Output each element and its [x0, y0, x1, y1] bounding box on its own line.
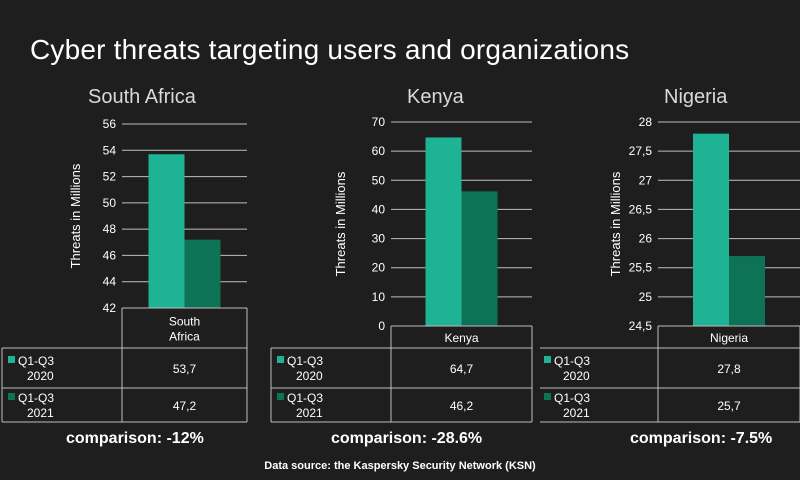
chart-svg-south-africa: 42 44 46 48 50 52 54 56 Threats in Millions South…: [1, 117, 248, 423]
y-axis-label: Threats in Millions: [333, 171, 348, 276]
legend-label: 2021: [27, 406, 54, 420]
legend-label: 2020: [563, 369, 590, 383]
data-label: 47,2: [173, 399, 197, 413]
y-tick-label: 42: [103, 301, 117, 315]
bar-q1-q3-2021: [461, 191, 498, 326]
y-tick-label: 28: [639, 115, 653, 129]
y-tick-label: 20: [372, 261, 386, 275]
legend-label: 2021: [296, 406, 323, 420]
category-label: Africa: [169, 330, 200, 344]
chart-svg-kenya: 0 10 20 30 40 50 60 70 Threats in Millions Kenya Q…: [270, 115, 533, 423]
legend-swatch: [544, 393, 551, 400]
y-tick-label: 60: [372, 144, 386, 158]
comparison-label: comparison: -28.6%: [331, 430, 483, 447]
bar-q1-q3-2021: [184, 239, 221, 308]
category-label: Kenya: [444, 331, 478, 345]
data-label: 64,7: [450, 362, 474, 376]
y-tick-label: 54: [103, 143, 117, 157]
legend-label: Q1-Q3: [18, 391, 54, 405]
y-tick-label: 26: [639, 232, 653, 246]
y-tick-label: 25: [639, 290, 653, 304]
chart-title: Kenya: [407, 86, 464, 108]
bar-q1-q3-2020: [425, 137, 462, 326]
legend-label: Q1-Q3: [287, 354, 323, 368]
category-label: South: [169, 315, 200, 329]
legend-label: Q1-Q3: [554, 391, 590, 405]
page-title: Cyber threats targeting users and organi…: [30, 34, 630, 65]
comparison-label: comparison: -12%: [66, 430, 204, 447]
data-label: 46,2: [450, 399, 474, 413]
bar-q1-q3-2021: [729, 256, 765, 326]
y-tick-label: 48: [103, 222, 117, 236]
bar-q1-q3-2020: [693, 133, 729, 326]
y-tick-label: 70: [372, 115, 386, 129]
legend-label: 2020: [296, 369, 323, 383]
y-tick-label: 25,5: [629, 261, 653, 275]
legend-label: Q1-Q3: [287, 391, 323, 405]
y-tick-label: 10: [372, 290, 386, 304]
legend-label: 2020: [27, 369, 54, 383]
y-tick-label: 24,5: [629, 319, 653, 333]
data-label: 25,7: [717, 399, 741, 413]
chart-title: South Africa: [88, 86, 196, 108]
legend-label: Q1-Q3: [554, 354, 590, 368]
y-tick-label: 50: [103, 196, 117, 210]
comparison-label: comparison: -7.5%: [630, 430, 773, 447]
legend-swatch: [8, 356, 15, 363]
y-axis-label: Threats in Millions: [68, 163, 83, 268]
chart-panel-south-africa: South Africa 42 44 46 48 50 52 54 56 Threats in …: [0, 0, 260, 480]
chart-title: Nigeria: [664, 86, 728, 108]
y-tick-label: 30: [372, 232, 386, 246]
legend-swatch: [277, 393, 284, 400]
chart-svg-nigeria: 24,5 25 25,5 26 26,5 27 27,5 28 Threats in Milli…: [540, 115, 800, 423]
data-label: 27,8: [717, 362, 741, 376]
chart-panel-kenya: Kenya 0 10 20 30 40 50 60 70 Threats in Millions…: [265, 0, 535, 480]
category-label: Nigeria: [710, 331, 748, 345]
y-tick-label: 27: [639, 173, 653, 187]
y-tick-label: 46: [103, 248, 117, 262]
chart-panel-nigeria: Nigeria 24,5 25 25,5 26 26,5 27 27,5 28 Threats …: [540, 0, 800, 480]
y-tick-label: 44: [103, 275, 117, 289]
legend-swatch: [8, 393, 15, 400]
y-tick-label: 27,5: [629, 144, 653, 158]
y-tick-label: 0: [378, 319, 385, 333]
y-tick-label: 52: [103, 170, 117, 184]
data-label: 53,7: [173, 362, 197, 376]
y-tick-label: 26,5: [629, 202, 653, 216]
data-source-note: Data source: the Kaspersky Security Netw…: [264, 460, 536, 472]
y-tick-label: 56: [103, 117, 117, 131]
legend-label: Q1-Q3: [18, 354, 54, 368]
legend-swatch: [544, 356, 551, 363]
bar-q1-q3-2020: [148, 154, 185, 308]
y-tick-label: 40: [372, 202, 386, 216]
y-tick-label: 50: [372, 173, 386, 187]
legend-swatch: [277, 356, 284, 363]
y-axis-label: Threats in Millions: [608, 171, 623, 276]
legend-label: 2021: [563, 406, 590, 420]
